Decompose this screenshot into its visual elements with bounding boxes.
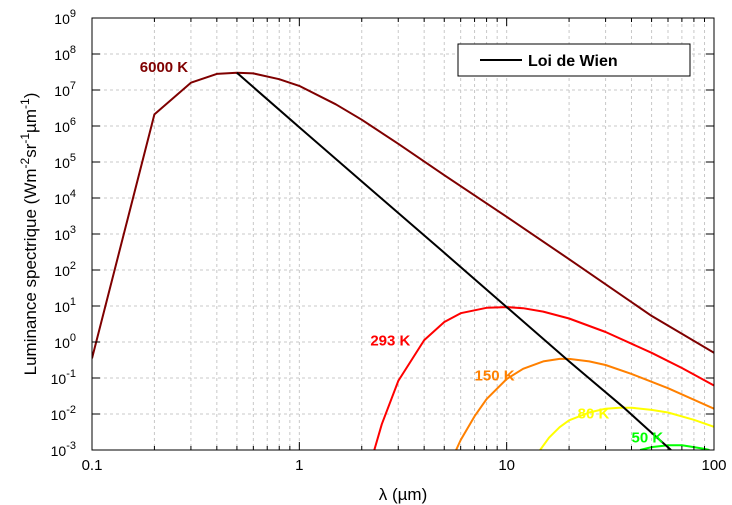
y-tick-label-base: 10 [54,83,70,99]
legend: Loi de Wien [457,43,691,77]
y-tick-label: 109 [54,8,76,27]
y-tick-label: 103 [54,224,76,243]
y-tick-label-exponent: -2 [66,404,76,416]
y-tick-label-exponent: 8 [70,44,76,56]
y-tick-label: 10-2 [51,404,76,423]
y-tick-label-base: 10 [54,11,70,27]
series-line-80-k [539,406,714,450]
x-tick-label: 100 [701,457,726,474]
series-label-6000-k: 6000 K [140,59,189,76]
y-axis-label-part: Luminance spectrique (Wm [21,168,40,375]
y-axis-label: Luminance spectrique (Wm-2sr-1µm-1) [18,93,40,376]
series-line-150-k [455,357,714,450]
y-tick-label: 104 [54,188,76,207]
legend-label-wien: Loi de Wien [528,53,618,70]
y-axis-label-exponent: -2 [18,157,32,168]
y-tick-label-base: 10 [54,191,70,207]
y-axis-label-part: ) [21,93,40,99]
y-tick-label-base: 10 [54,155,70,171]
y-tick-label-exponent: 9 [70,8,76,20]
y-tick-label: 108 [54,44,76,63]
axis-ticks: 10-310-210-11001011021031041051061071081… [51,8,727,474]
series-lines [92,71,714,450]
legend-box [457,43,691,77]
y-tick-label-base: 10 [51,443,67,459]
y-tick-label-exponent: -1 [66,368,76,380]
series-label-150-k: 150 K [475,368,515,385]
y-tick-label-exponent: 1 [70,296,76,308]
x-tick-label: 1 [295,457,303,474]
y-tick-label: 10-3 [51,440,76,459]
y-tick-label-base: 10 [54,47,70,63]
y-tick-label: 10-1 [51,368,76,387]
series-label-293-k: 293 K [370,332,410,349]
y-tick-label-exponent: 0 [70,332,76,344]
y-tick-label: 100 [54,332,76,351]
series-labels: 6000 K 293 K 150 K 80 K 50 K [140,59,664,447]
y-tick-label: 101 [54,296,76,315]
series-line-6000-k [92,71,714,359]
y-tick-label: 105 [54,152,76,171]
y-tick-label-base: 10 [54,263,70,279]
y-tick-label-base: 10 [51,407,67,423]
y-tick-label-exponent: 4 [70,188,76,200]
x-axis-label: λ (µm) [379,485,428,504]
y-axis-label-exponent: -1 [18,133,32,144]
y-tick-label-exponent: -3 [66,440,76,452]
y-tick-label: 102 [54,260,76,279]
series-line-loi-de-wien [236,72,672,450]
y-tick-label-base: 10 [54,299,70,315]
y-axis-label-exponent: -1 [18,98,32,109]
y-tick-label-exponent: 3 [70,224,76,236]
y-tick-label-exponent: 6 [70,116,76,128]
y-axis-label-part: sr [21,143,40,158]
series-label-50-k: 50 K [631,430,663,447]
y-tick-label: 106 [54,116,76,135]
y-tick-label-exponent: 2 [70,260,76,272]
y-tick-label-base: 10 [54,335,70,351]
y-tick-label: 107 [54,80,76,99]
y-tick-label-base: 10 [54,119,70,135]
y-tick-label-base: 10 [51,371,67,387]
y-tick-label-exponent: 7 [70,80,76,92]
y-axis-label-part: µm [21,109,40,133]
y-tick-label-exponent: 5 [70,152,76,164]
y-tick-label-base: 10 [54,227,70,243]
x-tick-label: 0.1 [82,457,103,474]
x-tick-label: 10 [498,457,515,474]
series-label-80-k: 80 K [578,405,610,422]
